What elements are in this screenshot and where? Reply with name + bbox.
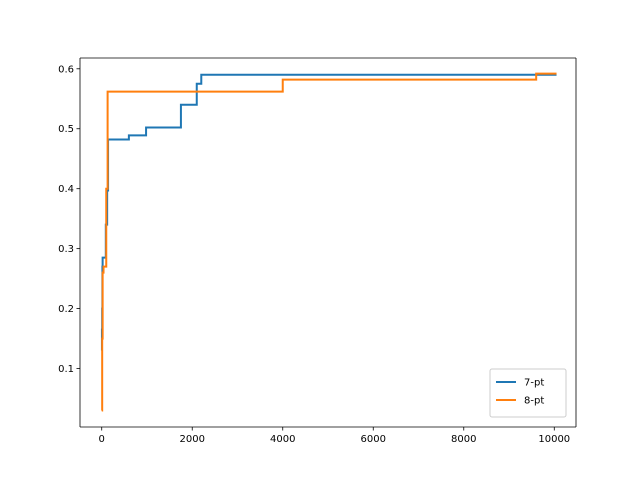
series-layer bbox=[100, 72, 557, 412]
x-tick-label: 0 bbox=[99, 434, 105, 445]
legend-label-1: 8-pt bbox=[524, 396, 544, 407]
x-tick-label: 4000 bbox=[270, 434, 295, 445]
x-tick-label: 6000 bbox=[361, 434, 386, 445]
legend: 7-pt 8-pt bbox=[489, 368, 567, 418]
plot-area bbox=[80, 58, 576, 427]
x-tick-label: 10000 bbox=[538, 434, 570, 445]
y-tick-label: 0.5 bbox=[58, 124, 74, 135]
y-tick-label: 0.2 bbox=[58, 304, 74, 315]
y-tick-label: 0.6 bbox=[58, 64, 74, 75]
x-tick-label: 2000 bbox=[180, 434, 205, 445]
axes-layer bbox=[79, 57, 577, 428]
legend-label-0: 7-pt bbox=[524, 378, 544, 389]
series-line-1 bbox=[101, 72, 557, 412]
y-tick-label: 0.1 bbox=[58, 364, 74, 375]
x-axis-ticks: 0 2000 4000 6000 8000 10000 bbox=[99, 427, 570, 445]
y-axis-ticks: 0.1 0.2 0.3 0.4 0.5 0.6 bbox=[58, 64, 80, 375]
x-tick-label: 8000 bbox=[451, 434, 476, 445]
legend-box bbox=[489, 368, 567, 418]
y-tick-label: 0.4 bbox=[58, 184, 74, 195]
y-tick-label: 0.3 bbox=[58, 244, 74, 255]
